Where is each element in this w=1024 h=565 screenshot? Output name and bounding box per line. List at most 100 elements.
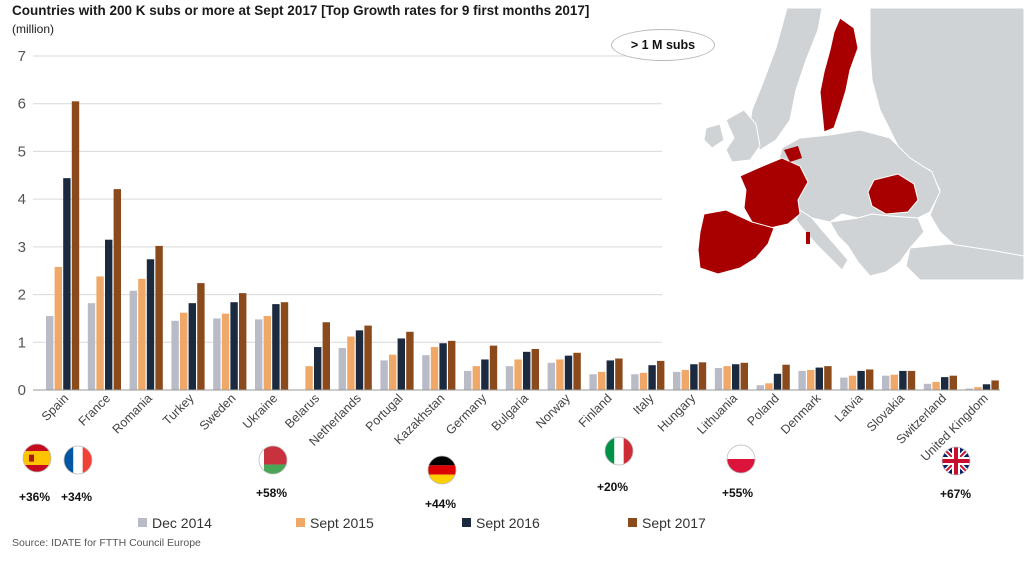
spain-flag-icon xyxy=(22,443,52,473)
bar xyxy=(589,374,597,390)
bar xyxy=(338,348,346,390)
bar xyxy=(714,368,723,390)
bar xyxy=(547,362,555,390)
bar xyxy=(573,352,581,390)
bar xyxy=(305,366,313,390)
bar xyxy=(347,336,355,390)
growth-label: +36% xyxy=(19,490,51,504)
category-label: Latvia xyxy=(832,391,866,425)
bar xyxy=(824,366,832,390)
unit-label: (million) xyxy=(12,22,54,36)
category-label: Italy xyxy=(630,391,657,418)
bar xyxy=(389,354,397,390)
uk-flag-icon xyxy=(941,446,971,476)
bar xyxy=(397,338,405,390)
gridlines xyxy=(33,55,662,343)
category-label: Lithuania xyxy=(694,391,740,437)
bar xyxy=(698,362,707,390)
category-label: Ukraine xyxy=(240,391,280,431)
y-axis-ticks: 0 1 2 3 4 5 6 7 xyxy=(18,48,26,399)
y-tick-label: 5 xyxy=(18,143,26,160)
bar xyxy=(113,189,121,390)
growth-label: +67% xyxy=(940,487,972,501)
bar xyxy=(982,384,991,390)
bar xyxy=(355,330,364,390)
bar xyxy=(531,348,539,390)
category-label: Bulgaria xyxy=(489,391,531,433)
category-label: Sweden xyxy=(197,391,239,433)
bar xyxy=(723,366,731,390)
bar xyxy=(155,245,163,390)
bar xyxy=(639,372,648,390)
map-land-balkans xyxy=(829,213,925,277)
belarus-flag-icon xyxy=(258,445,288,475)
bar xyxy=(523,351,531,390)
bar xyxy=(564,355,573,390)
bar xyxy=(941,377,949,390)
growth-label: +44% xyxy=(425,497,457,511)
flag-icons xyxy=(22,436,971,485)
bar xyxy=(974,387,982,390)
bar xyxy=(907,370,916,390)
one-million-subs-badge: > 1 M subs xyxy=(611,29,715,61)
legend-swatch xyxy=(296,518,305,527)
category-label: France xyxy=(76,391,113,428)
bar xyxy=(272,304,280,390)
source-note: Source: IDATE for FTTH Council Europe xyxy=(12,537,201,549)
growth-label: +34% xyxy=(61,490,93,504)
bar xyxy=(932,381,940,390)
bar xyxy=(439,343,447,390)
bar xyxy=(105,239,113,390)
category-label: Hungary xyxy=(655,391,699,435)
bar xyxy=(221,313,230,390)
poland-flag-icon xyxy=(726,444,756,474)
category-label: Belarus xyxy=(282,391,322,431)
bar xyxy=(129,290,137,390)
chart-title: Countries with 200 K subs or more at Sep… xyxy=(12,3,590,18)
bar xyxy=(657,360,665,390)
bar xyxy=(481,359,489,390)
bar xyxy=(197,283,205,390)
y-tick-label: 3 xyxy=(18,239,26,256)
category-label: Finland xyxy=(576,391,615,430)
map-corsica xyxy=(806,232,810,244)
bar xyxy=(765,383,773,390)
bar xyxy=(263,316,271,390)
bar xyxy=(899,370,907,390)
category-label: Spain xyxy=(39,391,72,424)
y-tick-label: 2 xyxy=(18,287,26,304)
legend-item-sept-2017: Sept 2017 xyxy=(628,515,706,531)
map-france xyxy=(739,157,809,229)
legend-swatch xyxy=(628,518,637,527)
map-spain xyxy=(697,209,775,275)
bar xyxy=(866,369,874,390)
bar xyxy=(280,302,289,390)
bar xyxy=(840,377,848,390)
bar xyxy=(807,369,815,390)
bar xyxy=(890,374,898,390)
y-tick-label: 7 xyxy=(18,48,26,65)
bar xyxy=(138,278,146,390)
bar xyxy=(732,364,740,390)
bar xyxy=(314,347,322,390)
category-label: Germany xyxy=(443,391,490,438)
map-sweden xyxy=(819,17,859,133)
bar xyxy=(255,319,263,390)
bar xyxy=(180,312,188,390)
y-tick-label: 4 xyxy=(18,191,26,208)
bar xyxy=(71,101,80,390)
bar xyxy=(96,276,104,390)
bar xyxy=(146,259,155,390)
y-tick-label: 0 xyxy=(18,382,26,399)
bar xyxy=(815,367,823,390)
bar xyxy=(472,366,480,390)
bar xyxy=(239,293,247,390)
bar xyxy=(514,359,522,390)
map-land-scandinavia xyxy=(747,7,823,151)
bar xyxy=(857,370,865,390)
bar xyxy=(87,303,96,390)
bar xyxy=(406,331,414,390)
bar xyxy=(430,347,439,390)
y-tick-label: 6 xyxy=(18,96,26,113)
